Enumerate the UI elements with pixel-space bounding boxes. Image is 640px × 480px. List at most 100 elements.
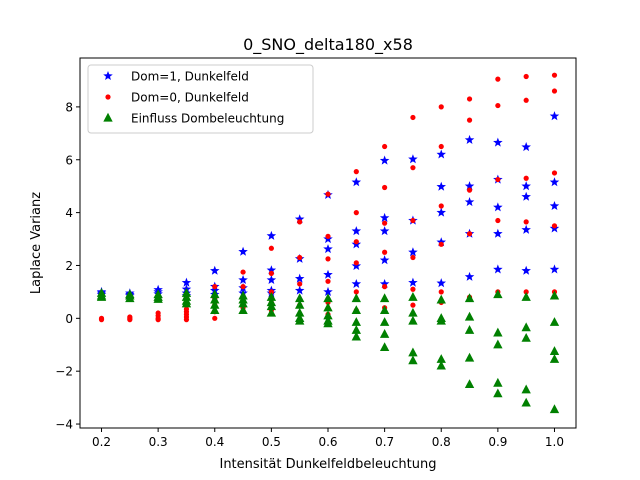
y-tick-label: −2 — [55, 365, 73, 379]
data-point — [266, 230, 277, 240]
data-point — [551, 88, 558, 94]
legend-label: Dom=0, Dunkelfeld — [131, 91, 249, 105]
data-point — [323, 302, 333, 312]
data-point — [493, 228, 503, 238]
data-point — [351, 293, 361, 303]
data-point — [210, 305, 220, 315]
data-point — [549, 111, 560, 121]
legend-label: Einfluss Dombeleuchtung — [131, 112, 284, 126]
data-point — [379, 328, 390, 338]
data-point — [495, 217, 501, 224]
data-point — [521, 291, 531, 301]
data-point — [410, 286, 416, 292]
data-point — [379, 155, 390, 165]
data-point — [351, 226, 362, 236]
data-point — [297, 254, 303, 261]
data-point — [436, 294, 446, 304]
data-point — [521, 224, 531, 234]
data-point — [351, 305, 361, 315]
data-point — [127, 317, 133, 323]
data-point — [351, 177, 362, 187]
y-tick-label: −4 — [55, 418, 73, 432]
data-point — [523, 175, 529, 181]
data-point — [353, 210, 359, 216]
data-point — [549, 354, 560, 363]
data-point — [240, 269, 246, 275]
data-point — [436, 207, 446, 217]
x-tick-label: 0.9 — [488, 435, 507, 449]
data-point — [521, 191, 531, 201]
data-point — [266, 291, 277, 301]
x-tick-label: 0.2 — [92, 435, 111, 449]
data-point — [181, 298, 192, 308]
data-point — [436, 278, 446, 288]
data-point — [323, 318, 333, 328]
data-point — [466, 187, 473, 193]
data-point — [210, 265, 220, 275]
data-point — [438, 203, 444, 209]
data-point — [353, 289, 359, 295]
x-tick-label: 0.7 — [375, 435, 394, 449]
data-point — [464, 271, 475, 281]
data-point — [379, 293, 390, 303]
data-point — [295, 315, 305, 325]
data-point — [410, 114, 416, 121]
y-tick-label: 4 — [65, 206, 73, 220]
data-point — [464, 352, 475, 362]
data-point — [464, 197, 475, 207]
x-tick-label: 0.5 — [262, 435, 281, 449]
data-point — [382, 249, 388, 255]
series-2-points — [96, 288, 560, 414]
y-tick-label: 0 — [65, 312, 73, 326]
data-point — [98, 317, 105, 323]
data-point — [466, 96, 473, 102]
legend-marker — [103, 71, 113, 81]
data-point — [495, 76, 501, 82]
data-point — [523, 73, 529, 80]
data-point — [325, 256, 331, 262]
data-point — [268, 289, 274, 295]
data-point — [266, 275, 277, 285]
data-point — [353, 239, 359, 245]
data-point — [464, 379, 475, 389]
data-point — [466, 117, 473, 123]
data-point — [493, 377, 503, 387]
data-point — [523, 219, 529, 225]
data-point — [266, 265, 277, 275]
data-point — [521, 265, 531, 275]
data-point — [464, 134, 475, 144]
x-axis-label: Intensität Dunkelfeldbeleuchtung — [219, 457, 436, 472]
data-point — [493, 137, 503, 147]
data-point — [521, 332, 531, 342]
data-point — [238, 305, 248, 315]
data-point — [523, 289, 529, 295]
data-point — [238, 298, 248, 308]
data-point — [493, 388, 503, 398]
x-tick-label: 0.3 — [149, 435, 168, 449]
data-point — [549, 317, 560, 326]
data-point — [436, 181, 446, 191]
x-tick-label: 0.6 — [318, 435, 337, 449]
data-point — [351, 278, 362, 289]
data-point — [382, 143, 388, 150]
data-point — [323, 310, 333, 320]
data-point — [408, 355, 418, 365]
data-point — [493, 202, 503, 212]
data-point — [379, 317, 390, 326]
data-point — [495, 102, 501, 109]
data-point — [181, 277, 192, 287]
data-point — [353, 169, 359, 175]
data-point — [238, 275, 248, 285]
data-point — [438, 289, 444, 295]
legend-marker — [103, 112, 113, 122]
y-axis-label: Laplace Varianz — [29, 192, 44, 294]
data-point — [210, 289, 220, 299]
data-point — [410, 302, 416, 308]
data-point — [493, 339, 503, 349]
chart-title: 0_SNO_delta180_x58 — [243, 35, 413, 55]
data-point — [268, 270, 274, 276]
data-point — [297, 281, 303, 287]
data-point — [295, 299, 305, 309]
y-axis-ticks: −4 −2 0 2 4 6 8 — [55, 100, 80, 432]
data-point — [549, 264, 560, 274]
